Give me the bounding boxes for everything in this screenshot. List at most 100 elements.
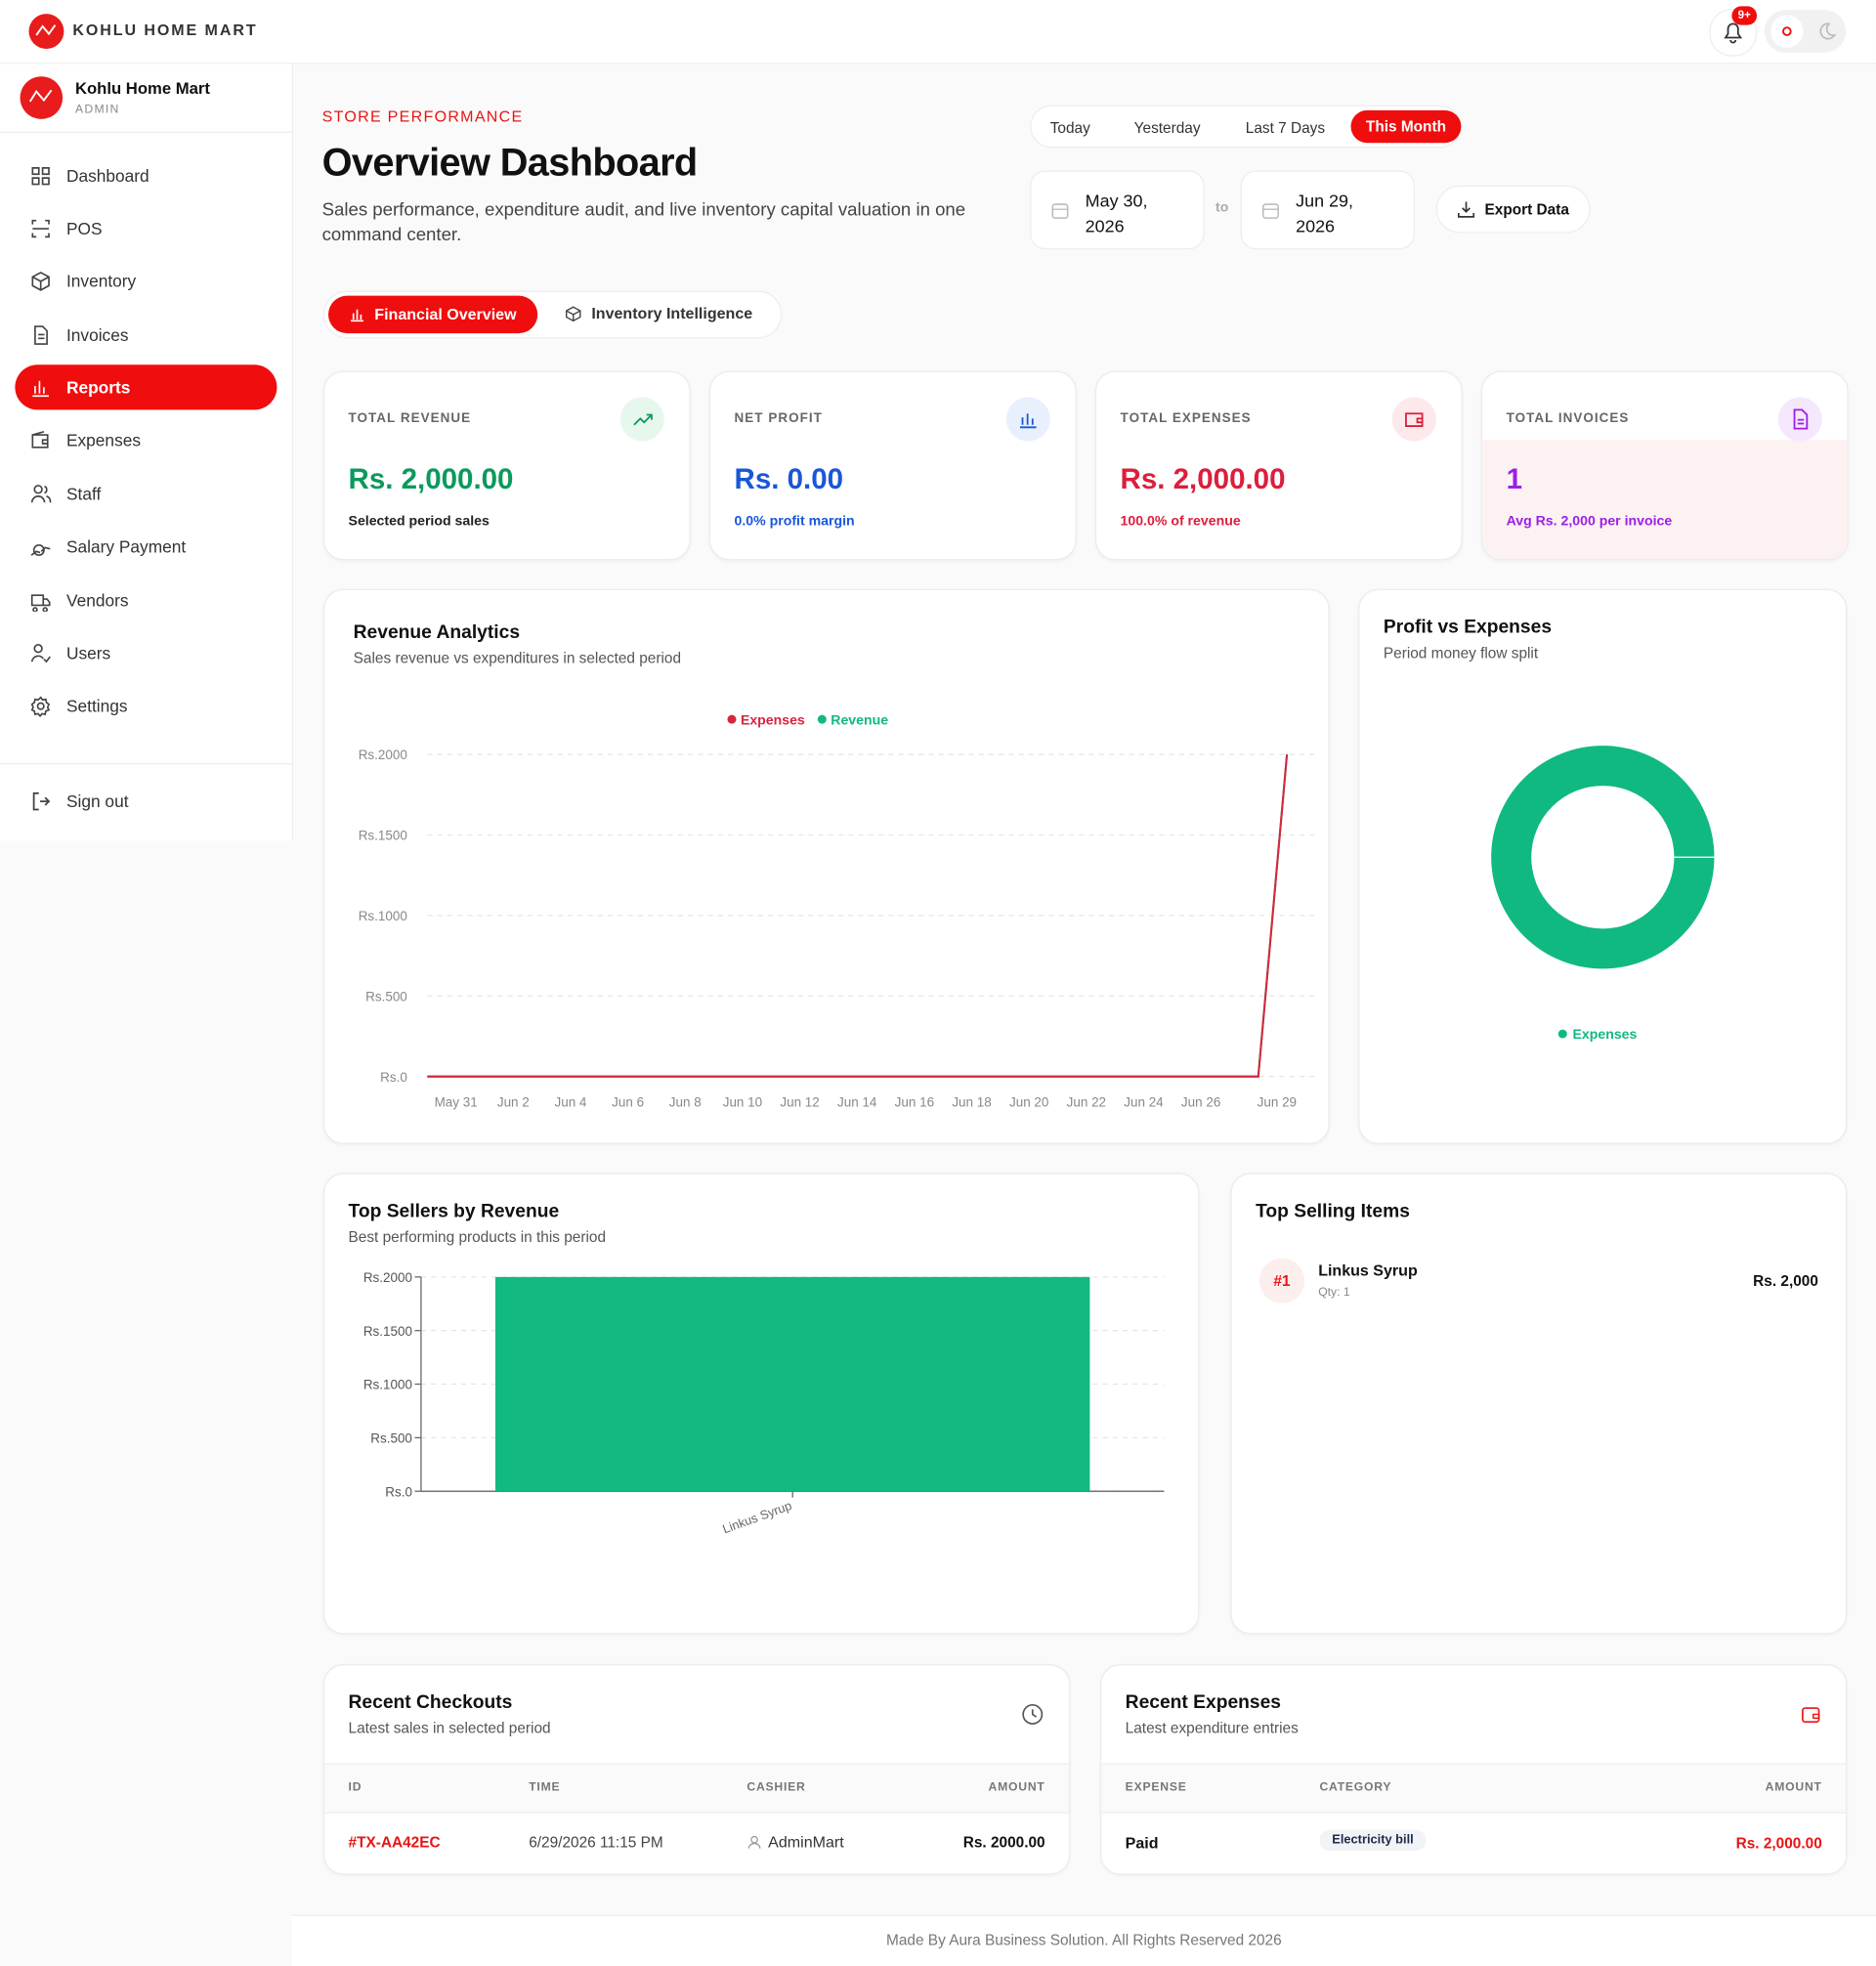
kpi-icon-shape <box>1019 413 1037 429</box>
kpi-card: TOTAL REVENUE Rs. 2,000.00 Selected period… <box>322 370 691 561</box>
user-role: ADMIN <box>74 103 120 117</box>
nav-icon <box>30 643 51 662</box>
nav-icon <box>31 430 49 449</box>
x-tick-label: Jun 10 <box>723 1094 762 1109</box>
nav-item[interactable]: Users <box>15 630 277 675</box>
nav-icon <box>32 380 50 397</box>
nav-item[interactable]: Expenses <box>15 417 277 462</box>
kpi-card: TOTAL EXPENSES Rs. 2,000.00 100.0% of reve… <box>1094 370 1463 561</box>
card-title: Recent Expenses <box>1125 1691 1282 1714</box>
kpi-label: NET PROFIT <box>734 410 823 427</box>
nav-item[interactable]: POS <box>15 205 277 250</box>
view-tab-active[interactable]: Financial Overview <box>328 295 538 334</box>
x-tick-label: Jun 22 <box>1067 1094 1106 1109</box>
nav-item[interactable]: Invoices <box>15 312 277 357</box>
icon-path <box>1405 412 1424 427</box>
view-tab[interactable]: Inventory Intelligence <box>565 305 752 322</box>
nav-item[interactable]: Salary Payment <box>15 524 277 569</box>
legend-label: Expenses <box>741 711 805 727</box>
kpi-icon <box>1777 397 1822 442</box>
cell: Rs. 2,000.00 <box>1735 1834 1822 1853</box>
y-tick-label: Rs.2000 <box>363 1270 412 1285</box>
category-chip: Electricity bill <box>1319 1829 1427 1852</box>
nav-item[interactable]: Inventory <box>15 258 277 303</box>
kpi-icon <box>619 397 664 442</box>
clock-icon <box>1022 1704 1044 1725</box>
kpi-icon <box>1005 397 1050 442</box>
nav-icon <box>30 695 51 716</box>
card-subtitle: Period money flow split <box>1383 644 1539 662</box>
card-title: Profit vs Expenses <box>1383 616 1553 638</box>
nav-icon-shape <box>31 166 50 185</box>
kpi-tint <box>1482 440 1848 559</box>
x-tick-label: Jun 14 <box>837 1094 877 1109</box>
date-to[interactable]: Jun 29, 2026 <box>1240 170 1415 250</box>
range-tab-active[interactable]: This Month <box>1350 109 1462 144</box>
card-subtitle: Best performing products in this period <box>348 1227 607 1246</box>
y-tick-label: Rs.1000 <box>363 1378 412 1392</box>
nav-label: Users <box>65 643 111 662</box>
kpi-label: TOTAL REVENUE <box>348 410 472 427</box>
range-tabs: Today Yesterday Last 7 Days This Month <box>1030 105 1462 149</box>
kpi-note: Selected period sales <box>348 513 490 530</box>
top-bar <box>0 0 1876 64</box>
nav-label: Expenses <box>65 430 142 449</box>
eyebrow: STORE PERFORMANCE <box>321 107 524 126</box>
th: EXPENSE <box>1125 1780 1187 1795</box>
notification-badge: 9+ <box>1731 6 1758 25</box>
range-tab[interactable]: Last 7 Days <box>1245 118 1326 137</box>
kpi-value: Rs. 2,000.00 <box>348 462 514 495</box>
sign-out-label: Sign out <box>65 791 129 811</box>
line-chart: Rs.0 Rs.500 Rs.1000 Rs.1500 Rs.2000 May 31 Jun… <box>359 711 1315 1109</box>
cell: Paid <box>1125 1834 1159 1853</box>
sign-out[interactable]: Sign out <box>15 778 277 823</box>
nav-icon-shape <box>34 324 48 345</box>
x-tick-label: Jun 4 <box>555 1094 587 1109</box>
y-tick-label: Rs.500 <box>365 989 407 1004</box>
nav-item[interactable]: Vendors <box>15 577 277 622</box>
kpi-icon-shape <box>633 413 653 426</box>
view-tab-label: Financial Overview <box>374 305 517 323</box>
x-tick-label: Jun 2 <box>497 1094 530 1109</box>
nav-icon <box>30 543 51 556</box>
nav-icon-shape <box>30 543 51 556</box>
nav-label: Reports <box>65 377 131 397</box>
checkouts-card: Recent Checkouts Latest sales in selecte… <box>322 1664 1071 1875</box>
wallet-icon <box>1802 1707 1820 1723</box>
series-line <box>427 753 1289 1078</box>
bar <box>494 1276 1090 1492</box>
item-qty: Qty: 1 <box>1318 1285 1350 1300</box>
theme-toggle[interactable] <box>1764 10 1847 53</box>
kpi-note: Avg Rs. 2,000 per invoice <box>1506 513 1673 530</box>
y-tick-label: Rs.0 <box>380 1070 407 1085</box>
nav-item[interactable]: Dashboard <box>15 152 277 197</box>
footer-text: Made By Aura Business Solution. All Righ… <box>886 1931 1282 1949</box>
export-button[interactable]: Export Data <box>1435 185 1591 234</box>
th: CATEGORY <box>1319 1780 1392 1795</box>
revenue-card: Revenue Analytics Sales revenue vs expen… <box>322 588 1330 1144</box>
nav-item[interactable]: Staff <box>15 471 277 516</box>
y-tick-label: Rs.1000 <box>359 909 407 923</box>
nav-icon <box>34 324 48 345</box>
user-avatar <box>20 76 64 119</box>
nav-item-active[interactable]: Reports <box>15 364 277 410</box>
divider <box>0 131 292 133</box>
kpi-value: Rs. 0.00 <box>734 462 844 495</box>
nav-label: Settings <box>65 696 128 715</box>
icon-path <box>1793 408 1809 430</box>
cell[interactable]: #TX-AA42EC <box>348 1833 441 1852</box>
view-tabs: Financial Overview Inventory Intelligenc… <box>322 290 783 339</box>
nav-label: Invoices <box>65 324 129 345</box>
nav-label: Salary Payment <box>65 536 187 556</box>
nav-icon-shape <box>30 643 51 662</box>
kpi-note: 0.0% profit margin <box>734 513 855 530</box>
sidebar <box>0 64 294 841</box>
x-tick-label: Jun 20 <box>1009 1094 1048 1109</box>
kpi-note: 100.0% of revenue <box>1120 513 1241 530</box>
legend-dot <box>1557 1029 1567 1039</box>
range-tab[interactable]: Yesterday <box>1133 118 1201 137</box>
range-tab[interactable]: Today <box>1049 118 1090 137</box>
nav-item[interactable]: Settings <box>15 683 277 728</box>
th: TIME <box>529 1780 561 1795</box>
date-from[interactable]: May 30, 2026 <box>1030 170 1205 250</box>
